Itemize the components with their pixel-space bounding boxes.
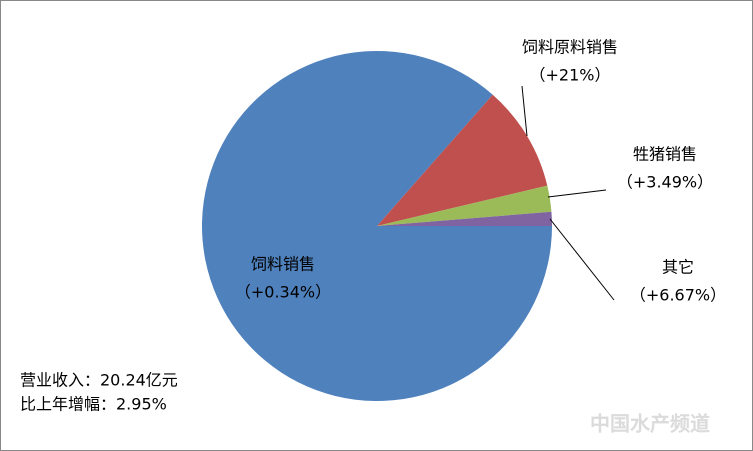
slice-sublabel: （+3.49%）	[617, 173, 713, 192]
leader-line	[521, 85, 528, 137]
leader-line	[549, 218, 615, 301]
annotation: 营业收入：20.24亿元	[20, 371, 178, 390]
slice-sublabel: （+21%）	[530, 66, 611, 85]
pie-slice	[377, 94, 548, 226]
slice-label: 其它	[662, 258, 694, 277]
pie-slice	[377, 211, 552, 226]
leader-line	[547, 189, 607, 198]
slice-sublabel: （+0.34%）	[235, 283, 331, 302]
annotation: 比上年增幅：2.95%	[20, 395, 167, 414]
pie-slice	[201, 50, 552, 402]
pie-slice	[377, 185, 552, 226]
slice-sublabel: （+6.67%）	[630, 286, 726, 305]
slice-label: 牲猪销售	[633, 145, 697, 164]
slice-label: 饲料销售	[251, 255, 315, 274]
slice-label: 饲料原料销售	[522, 38, 618, 57]
watermark: 中国水产频道	[590, 412, 710, 436]
